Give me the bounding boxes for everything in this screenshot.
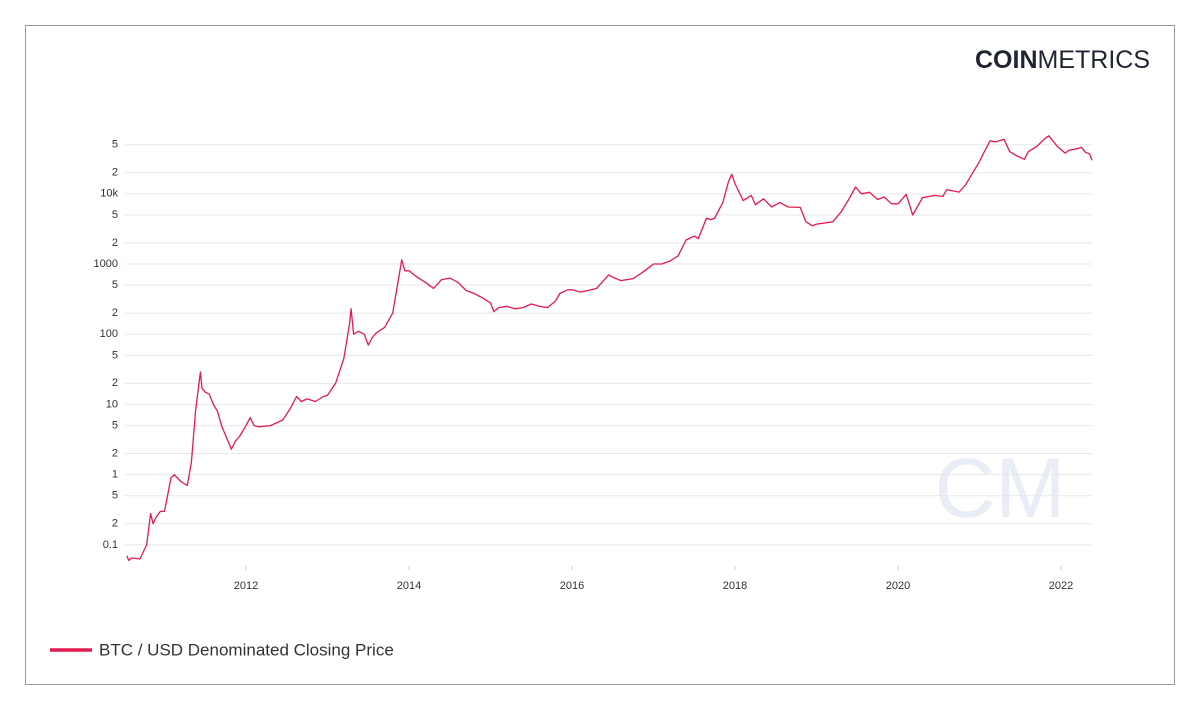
watermark: CM bbox=[935, 441, 1066, 535]
y-tick-label: 5 bbox=[112, 279, 118, 291]
x-tick-label: 2020 bbox=[886, 580, 910, 592]
y-tick-label: 2 bbox=[112, 447, 118, 459]
y-tick-label: 5 bbox=[112, 490, 118, 502]
logo: COINMETRICS bbox=[975, 46, 1150, 74]
y-tick-label: 5 bbox=[112, 349, 118, 361]
x-tick-label: 2012 bbox=[234, 580, 258, 592]
y-tick-label: 0.1 bbox=[103, 539, 118, 551]
y-tick-label: 5 bbox=[112, 209, 118, 221]
y-tick-label: 2 bbox=[112, 237, 118, 249]
y-tick-label: 5 bbox=[112, 139, 118, 151]
legend-label: BTC / USD Denominated Closing Price bbox=[99, 640, 394, 659]
x-tick-label: 2022 bbox=[1049, 580, 1073, 592]
x-tick-label: 2016 bbox=[560, 580, 584, 592]
y-tick-label: 5 bbox=[112, 419, 118, 431]
y-tick-label: 2 bbox=[112, 377, 118, 389]
y-tick-label: 10k bbox=[100, 188, 118, 200]
y-tick-label: 2 bbox=[112, 167, 118, 179]
logo-light: METRICS bbox=[1038, 46, 1151, 74]
logo-bold: COIN bbox=[975, 46, 1038, 74]
y-tick-label: 1 bbox=[112, 469, 118, 481]
price-line bbox=[126, 135, 1093, 562]
x-tick-label: 2018 bbox=[723, 580, 747, 592]
y-tick-label: 10 bbox=[106, 398, 118, 410]
y-tick-label: 2 bbox=[112, 307, 118, 319]
y-tick-label: 1000 bbox=[94, 258, 118, 270]
y-tick-label: 100 bbox=[100, 328, 118, 340]
x-tick-label: 2014 bbox=[397, 580, 421, 592]
y-tick-label: 2 bbox=[112, 518, 118, 530]
